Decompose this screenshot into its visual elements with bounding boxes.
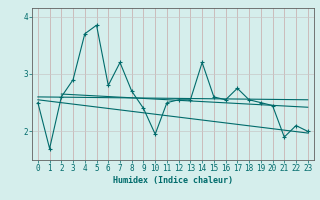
X-axis label: Humidex (Indice chaleur): Humidex (Indice chaleur) <box>113 176 233 185</box>
